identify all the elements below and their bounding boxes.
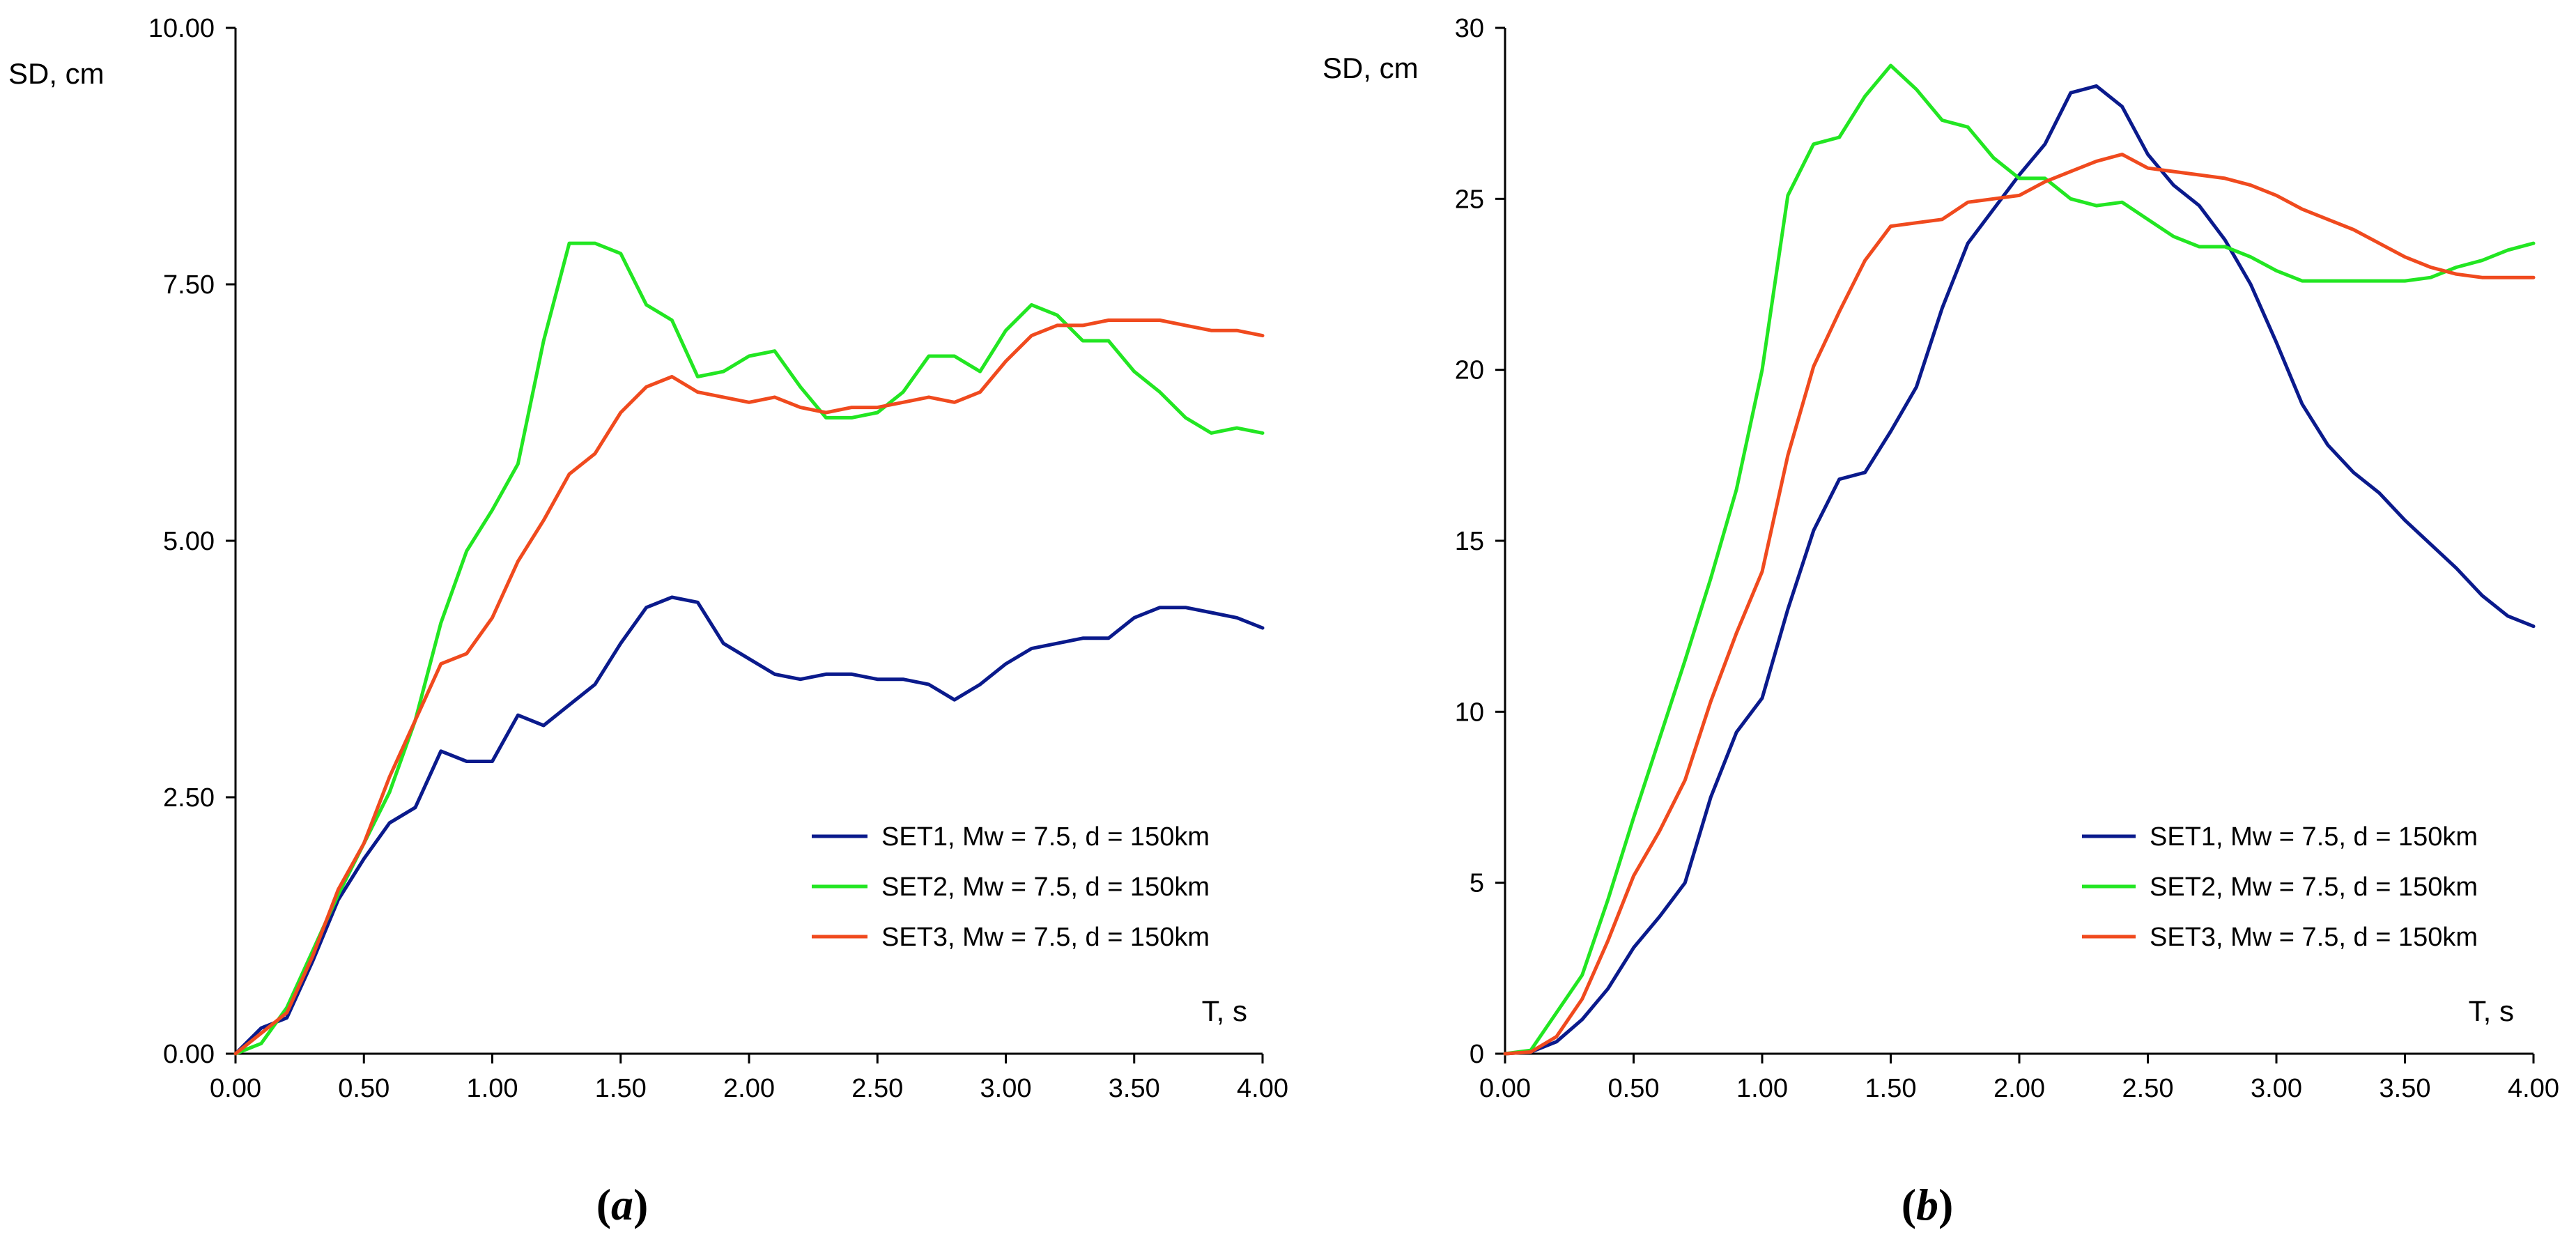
panel-label-close: ): [633, 1180, 648, 1229]
x-tick-label: 0.00: [1479, 1074, 1531, 1103]
panel-b-chart: 0 5 10 15 20 25 30 0.00 0.50 1.00 1.50 2.00 2.50 3.00…: [1322, 14, 2559, 1229]
legend: SET1, Mw = 7.5, d = 150km SET2, Mw = 7.5,…: [812, 822, 1210, 952]
x-tick-label: 4.00: [2508, 1074, 2559, 1103]
panel-label: (b): [1902, 1180, 1954, 1229]
series-line-set2: [1503, 63, 2536, 1056]
x-tick-label: 2.50: [2122, 1074, 2174, 1103]
y-tick-label: 7.50: [163, 270, 215, 300]
panel-label-letter: a: [611, 1180, 633, 1229]
x-tick-label: 2.00: [1993, 1074, 2045, 1103]
legend-label-set3: SET3, Mw = 7.5, d = 150km: [881, 923, 1210, 952]
y-tick-label: 5: [1470, 869, 1484, 898]
y-tick-label: 10.00: [148, 14, 215, 43]
y-tick-label: 25: [1455, 185, 1484, 214]
x-tick-label: 1.00: [467, 1074, 518, 1103]
x-tick-label: 3.00: [2251, 1074, 2302, 1103]
series-line-set3: [233, 318, 1265, 1056]
legend-label-set1: SET1, Mw = 7.5, d = 150km: [881, 822, 1210, 852]
y-tick-label: 20: [1455, 356, 1484, 385]
y-tick-label: 10: [1455, 698, 1484, 727]
x-tick-label: 1.50: [595, 1074, 647, 1103]
x-tick-label: 3.50: [2380, 1074, 2431, 1103]
x-tick-label: 0.50: [1608, 1074, 1660, 1103]
x-tick-label: 2.00: [723, 1074, 775, 1103]
x-tick-label: 4.00: [1237, 1074, 1288, 1103]
x-tick-label: 0.00: [210, 1074, 261, 1103]
y-tick-label: 30: [1455, 14, 1484, 43]
x-tick-label: 3.00: [980, 1074, 1032, 1103]
y-tick-label: 15: [1455, 527, 1484, 556]
panel-label-open: (: [596, 1180, 611, 1229]
legend: SET1, Mw = 7.5, d = 150km SET2, Mw = 7.5,…: [2082, 822, 2478, 952]
panel-label: (a): [596, 1180, 649, 1229]
y-tick-label: 0.00: [163, 1040, 215, 1069]
legend-label-set3: SET3, Mw = 7.5, d = 150km: [2150, 923, 2478, 952]
series-line-set1: [1503, 84, 2536, 1056]
y-axis-label: SD, cm: [8, 57, 105, 90]
panel-label-open: (: [1902, 1180, 1916, 1229]
series-line-set1: [233, 595, 1265, 1056]
y-tick-label: 2.50: [163, 783, 215, 813]
y-axis-label: SD, cm: [1322, 52, 1419, 84]
x-tick-label: 0.50: [338, 1074, 390, 1103]
x-tick-label: 3.50: [1109, 1074, 1160, 1103]
panel-label-letter: b: [1916, 1180, 1938, 1229]
y-tick-label: 5.00: [163, 527, 215, 556]
legend-label-set2: SET2, Mw = 7.5, d = 150km: [881, 873, 1210, 902]
series-line-set2: [233, 241, 1265, 1056]
panel-a-chart: 0.00 2.50 5.00 7.50 10.00 0.00 0.50 1.00 1.50 2.0…: [8, 14, 1288, 1229]
x-axis-label: T, s: [2469, 994, 2514, 1027]
x-tick-label: 2.50: [851, 1074, 903, 1103]
x-axis-label: T, s: [1202, 994, 1247, 1027]
y-tick-label: 0: [1470, 1040, 1484, 1069]
x-tick-label: 1.00: [1736, 1074, 1788, 1103]
legend-label-set2: SET2, Mw = 7.5, d = 150km: [2150, 873, 2478, 902]
series-line-set3: [1503, 153, 2536, 1056]
x-tick-label: 1.50: [1865, 1074, 1917, 1103]
panel-label-close: ): [1938, 1180, 1953, 1229]
legend-label-set1: SET1, Mw = 7.5, d = 150km: [2150, 822, 2478, 852]
